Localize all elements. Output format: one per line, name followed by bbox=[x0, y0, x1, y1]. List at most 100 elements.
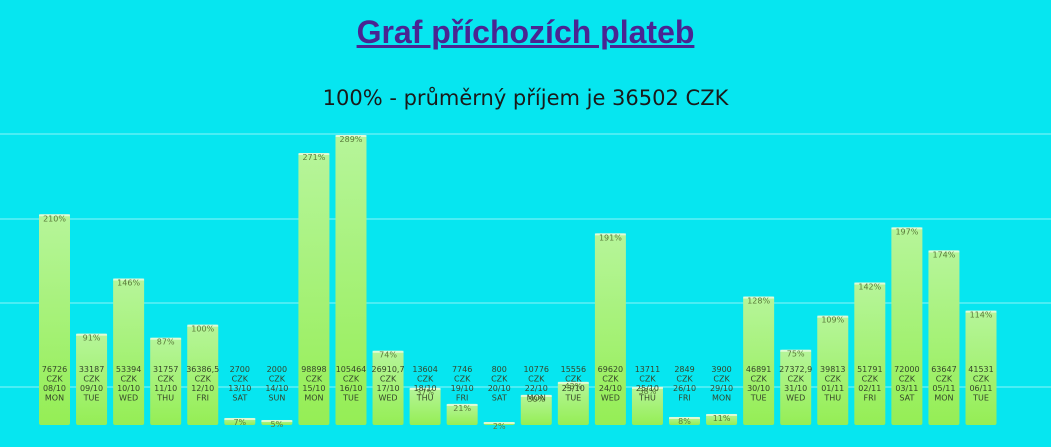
bar-day-label: WED bbox=[119, 394, 138, 403]
bar-percent-label: 74% bbox=[379, 351, 397, 360]
bar-percent-label: 146% bbox=[117, 278, 140, 287]
bar-currency-label: CZK bbox=[306, 375, 323, 384]
bar-highlight bbox=[891, 227, 923, 230]
bar[interactable] bbox=[817, 315, 849, 425]
bar-percent-label: 5% bbox=[271, 420, 284, 429]
bar[interactable] bbox=[891, 227, 923, 425]
bar[interactable] bbox=[743, 296, 775, 425]
bar-date-label: 11/10 bbox=[154, 384, 177, 393]
bar-percent-label: 114% bbox=[970, 311, 993, 320]
bar-percent-label: 128% bbox=[747, 297, 770, 306]
bar-currency-label: CZK bbox=[417, 375, 434, 384]
bar[interactable] bbox=[965, 310, 997, 425]
bar[interactable] bbox=[928, 250, 960, 425]
bar[interactable] bbox=[631, 386, 663, 425]
bar-amount-label: 63647 bbox=[931, 365, 956, 374]
bar[interactable] bbox=[372, 350, 404, 425]
bar-currency-label: CZK bbox=[676, 375, 693, 384]
bar-date-label: 09/10 bbox=[80, 384, 103, 393]
bar[interactable] bbox=[76, 333, 108, 425]
bar-highlight bbox=[113, 278, 145, 281]
bar-percent-label: 2% bbox=[493, 422, 506, 431]
bar[interactable] bbox=[669, 416, 701, 425]
bar-date-label: 16/10 bbox=[339, 384, 362, 393]
bar-amount-label: 7746 bbox=[452, 365, 472, 374]
bar-percent-label: 8% bbox=[678, 417, 691, 426]
bar-percent-label: 37% bbox=[416, 388, 434, 397]
bar[interactable] bbox=[39, 214, 70, 425]
bar-highlight bbox=[631, 386, 663, 389]
bar-percent-label: 271% bbox=[302, 153, 325, 162]
bar-highlight bbox=[483, 422, 515, 424]
bar-date-label: 18/10 bbox=[414, 384, 437, 393]
bar[interactable] bbox=[298, 153, 330, 425]
bar[interactable] bbox=[335, 135, 367, 425]
bar-date-label: 26/10 bbox=[673, 384, 696, 393]
bar-currency-label: CZK bbox=[602, 375, 619, 384]
bar-highlight bbox=[520, 394, 552, 397]
bar-currency-label: CZK bbox=[565, 375, 582, 384]
bar-day-label: THU bbox=[823, 394, 841, 403]
bar-highlight bbox=[150, 337, 182, 340]
bar[interactable] bbox=[706, 413, 738, 425]
bar-highlight bbox=[298, 153, 330, 156]
bar-amount-label: 36386,5 bbox=[186, 365, 219, 374]
bar[interactable] bbox=[150, 337, 182, 425]
bar[interactable] bbox=[520, 394, 552, 425]
bar-amount-label: 105464 bbox=[336, 365, 367, 374]
bar-amount-label: 2700 bbox=[230, 365, 250, 374]
bar-day-label: WED bbox=[786, 394, 805, 403]
bar-amount-label: 26910,7 bbox=[371, 365, 404, 374]
bar-highlight bbox=[817, 315, 849, 318]
bar[interactable] bbox=[409, 387, 441, 425]
bar-day-label: THU bbox=[416, 394, 434, 403]
bar[interactable] bbox=[187, 324, 219, 425]
bar[interactable] bbox=[594, 233, 626, 425]
bar[interactable] bbox=[113, 278, 145, 425]
bar-day-label: TUE bbox=[972, 394, 989, 403]
bar-day-label: TUE bbox=[564, 394, 581, 403]
bar-amount-label: 69620 bbox=[598, 365, 623, 374]
bar[interactable] bbox=[780, 349, 812, 425]
bar[interactable] bbox=[557, 381, 589, 425]
bar-highlight bbox=[706, 413, 738, 416]
bar[interactable] bbox=[446, 403, 478, 425]
bar-currency-label: CZK bbox=[750, 375, 767, 384]
bar-day-label: SUN bbox=[268, 394, 285, 403]
bar-currency-label: CZK bbox=[158, 375, 175, 384]
bar-amount-label: 13604 bbox=[412, 365, 437, 374]
bar-highlight bbox=[187, 324, 219, 327]
bar-currency-label: CZK bbox=[232, 375, 249, 384]
bar[interactable] bbox=[854, 282, 886, 425]
bar-date-label: 10/10 bbox=[117, 384, 140, 393]
bar-currency-label: CZK bbox=[195, 375, 212, 384]
bar-day-label: MON bbox=[934, 394, 953, 403]
